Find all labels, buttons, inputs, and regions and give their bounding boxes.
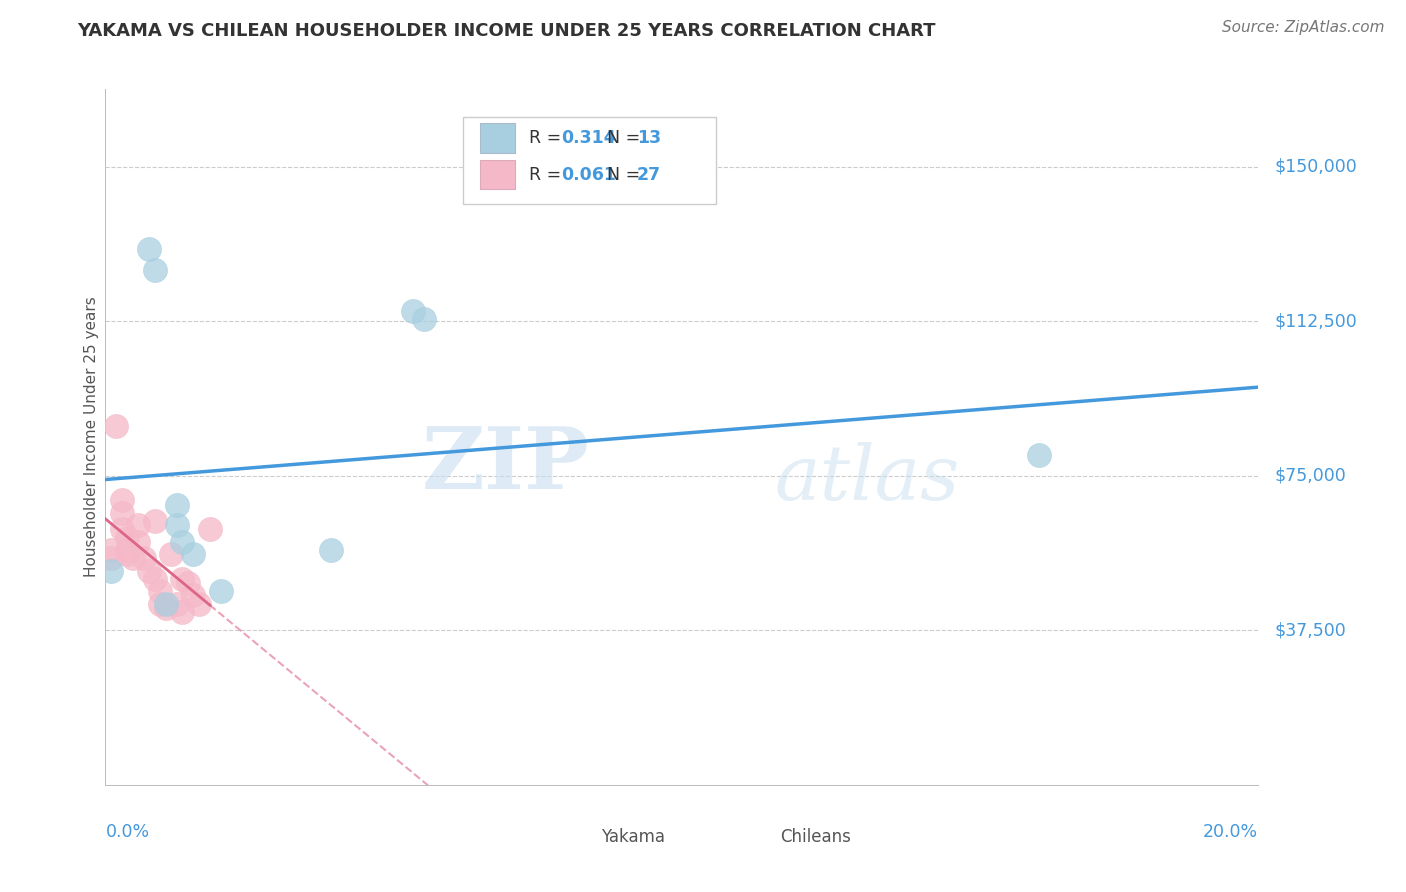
Point bbox=[166, 597, 188, 611]
Point bbox=[143, 262, 166, 277]
Point bbox=[187, 597, 209, 611]
Point bbox=[319, 543, 342, 558]
Text: 27: 27 bbox=[637, 166, 661, 184]
Point bbox=[181, 588, 204, 602]
Point bbox=[105, 419, 128, 434]
Point bbox=[100, 564, 122, 578]
Point bbox=[198, 522, 221, 536]
Point bbox=[117, 531, 139, 545]
Point bbox=[172, 534, 194, 549]
Point bbox=[132, 551, 155, 566]
Point bbox=[117, 547, 139, 561]
Bar bbox=[734, 823, 766, 851]
Bar bbox=[479, 161, 515, 189]
Point bbox=[166, 518, 188, 533]
Point bbox=[172, 605, 194, 619]
Text: Chileans: Chileans bbox=[780, 828, 851, 847]
Point bbox=[100, 551, 122, 566]
Text: $75,000: $75,000 bbox=[1275, 467, 1347, 484]
Point bbox=[138, 564, 160, 578]
Bar bbox=[479, 123, 515, 153]
Point bbox=[160, 547, 183, 561]
Point bbox=[111, 506, 134, 520]
Text: R =: R = bbox=[529, 129, 567, 147]
Point bbox=[181, 547, 204, 561]
Text: $37,500: $37,500 bbox=[1275, 622, 1347, 640]
Point bbox=[402, 303, 425, 318]
Point bbox=[412, 312, 434, 326]
Point bbox=[143, 514, 166, 528]
Text: N =: N = bbox=[607, 129, 645, 147]
Text: 13: 13 bbox=[637, 129, 661, 147]
Point bbox=[166, 498, 188, 512]
Text: YAKAMA VS CHILEAN HOUSEHOLDER INCOME UNDER 25 YEARS CORRELATION CHART: YAKAMA VS CHILEAN HOUSEHOLDER INCOME UND… bbox=[77, 22, 936, 40]
Text: atlas: atlas bbox=[775, 442, 959, 516]
Text: 0.0%: 0.0% bbox=[105, 823, 149, 841]
Point bbox=[117, 543, 139, 558]
Point bbox=[149, 597, 172, 611]
Point bbox=[127, 518, 149, 533]
Bar bbox=[555, 823, 588, 851]
Point bbox=[177, 576, 200, 591]
Text: 0.314: 0.314 bbox=[561, 129, 616, 147]
Point bbox=[127, 534, 149, 549]
Text: R =: R = bbox=[529, 166, 567, 184]
Point bbox=[122, 551, 145, 566]
Text: $150,000: $150,000 bbox=[1275, 158, 1358, 176]
Point bbox=[143, 572, 166, 586]
Text: Yakama: Yakama bbox=[602, 828, 665, 847]
Text: N =: N = bbox=[607, 166, 645, 184]
Point bbox=[149, 584, 172, 599]
Text: $112,500: $112,500 bbox=[1275, 312, 1358, 330]
Point bbox=[138, 242, 160, 256]
Y-axis label: Householder Income Under 25 years: Householder Income Under 25 years bbox=[83, 297, 98, 577]
Point bbox=[155, 600, 177, 615]
Point bbox=[111, 522, 134, 536]
Point bbox=[172, 572, 194, 586]
Point bbox=[1028, 448, 1050, 462]
Text: 20.0%: 20.0% bbox=[1204, 823, 1258, 841]
FancyBboxPatch shape bbox=[463, 117, 717, 204]
Text: Source: ZipAtlas.com: Source: ZipAtlas.com bbox=[1222, 20, 1385, 35]
Text: ZIP: ZIP bbox=[422, 423, 589, 507]
Point bbox=[155, 597, 177, 611]
Point bbox=[100, 543, 122, 558]
Point bbox=[111, 493, 134, 508]
Point bbox=[209, 584, 232, 599]
Text: 0.061: 0.061 bbox=[561, 166, 616, 184]
